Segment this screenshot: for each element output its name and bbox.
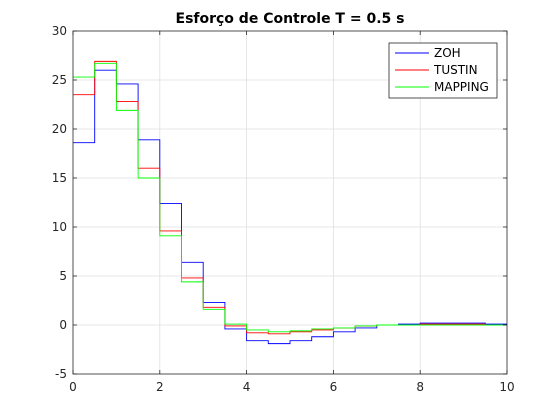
y-tick-label: 15 [52, 171, 67, 185]
legend-label-zoh: ZOH [434, 46, 461, 60]
x-tick-label: 2 [156, 380, 164, 394]
x-tick-label: 10 [499, 380, 514, 394]
y-tick-label: 10 [52, 220, 67, 234]
x-tick-label: 8 [416, 380, 424, 394]
legend: ZOH TUSTIN MAPPING [389, 43, 497, 98]
y-tick-label: 0 [59, 318, 67, 332]
x-tick-label: 6 [330, 380, 338, 394]
x-tick-label: 0 [69, 380, 77, 394]
y-tick-label: 25 [52, 73, 67, 87]
y-tick-label: 20 [52, 122, 67, 136]
y-tick-label: 30 [52, 24, 67, 38]
y-tick-label: 5 [59, 269, 67, 283]
x-tick-label: 4 [243, 380, 251, 394]
chart-title: Esforço de Controle T = 0.5 s [176, 11, 405, 27]
legend-label-tustin: TUSTIN [433, 63, 478, 77]
y-tick-label: -5 [55, 367, 67, 381]
legend-label-mapping: MAPPING [434, 80, 489, 94]
